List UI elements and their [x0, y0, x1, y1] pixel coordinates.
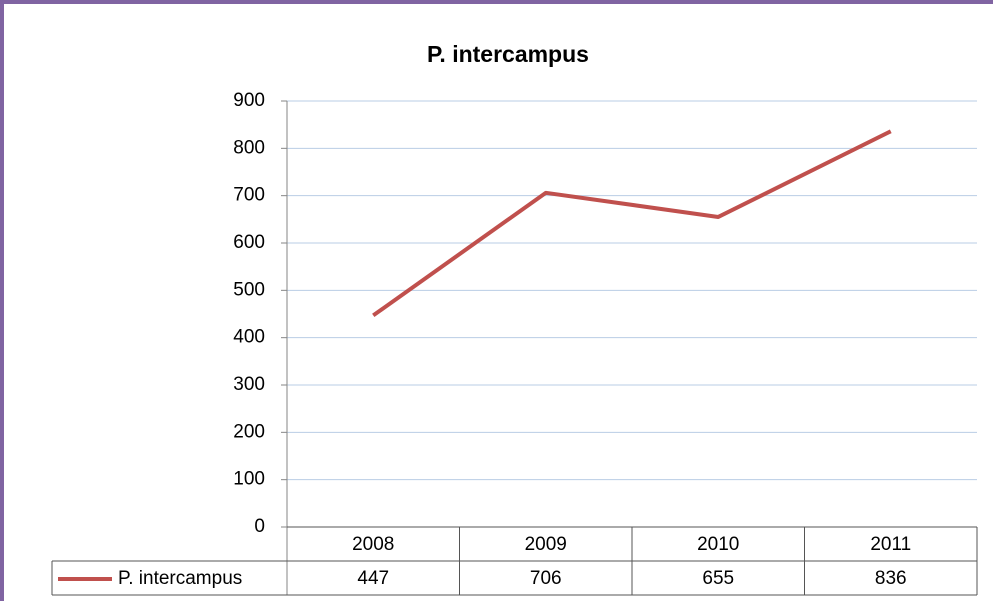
x-tick-label: 2011 [870, 534, 911, 555]
table-value: 447 [357, 568, 389, 589]
y-tick-label: 300 [233, 374, 265, 395]
y-tick-label: 400 [233, 327, 265, 348]
y-tick-label: 100 [233, 469, 265, 490]
y-tick-label: 700 [233, 185, 265, 206]
table-value: 836 [875, 568, 907, 589]
y-tick-label: 800 [233, 137, 265, 158]
x-tick-label: 2010 [697, 534, 739, 555]
y-tick-label: 900 [233, 90, 265, 111]
x-tick-label: 2009 [525, 534, 567, 555]
table-value: 655 [702, 568, 734, 589]
legend-label: P. intercampus [118, 568, 242, 589]
y-tick-label: 0 [254, 516, 265, 537]
y-tick-label: 600 [233, 232, 265, 253]
chart-title: P. intercampus [427, 41, 589, 67]
x-tick-label: 2008 [352, 534, 394, 555]
y-tick-label: 200 [233, 421, 265, 442]
y-tick-label: 500 [233, 279, 265, 300]
table-value: 706 [530, 568, 562, 589]
data-line [372, 129, 892, 318]
